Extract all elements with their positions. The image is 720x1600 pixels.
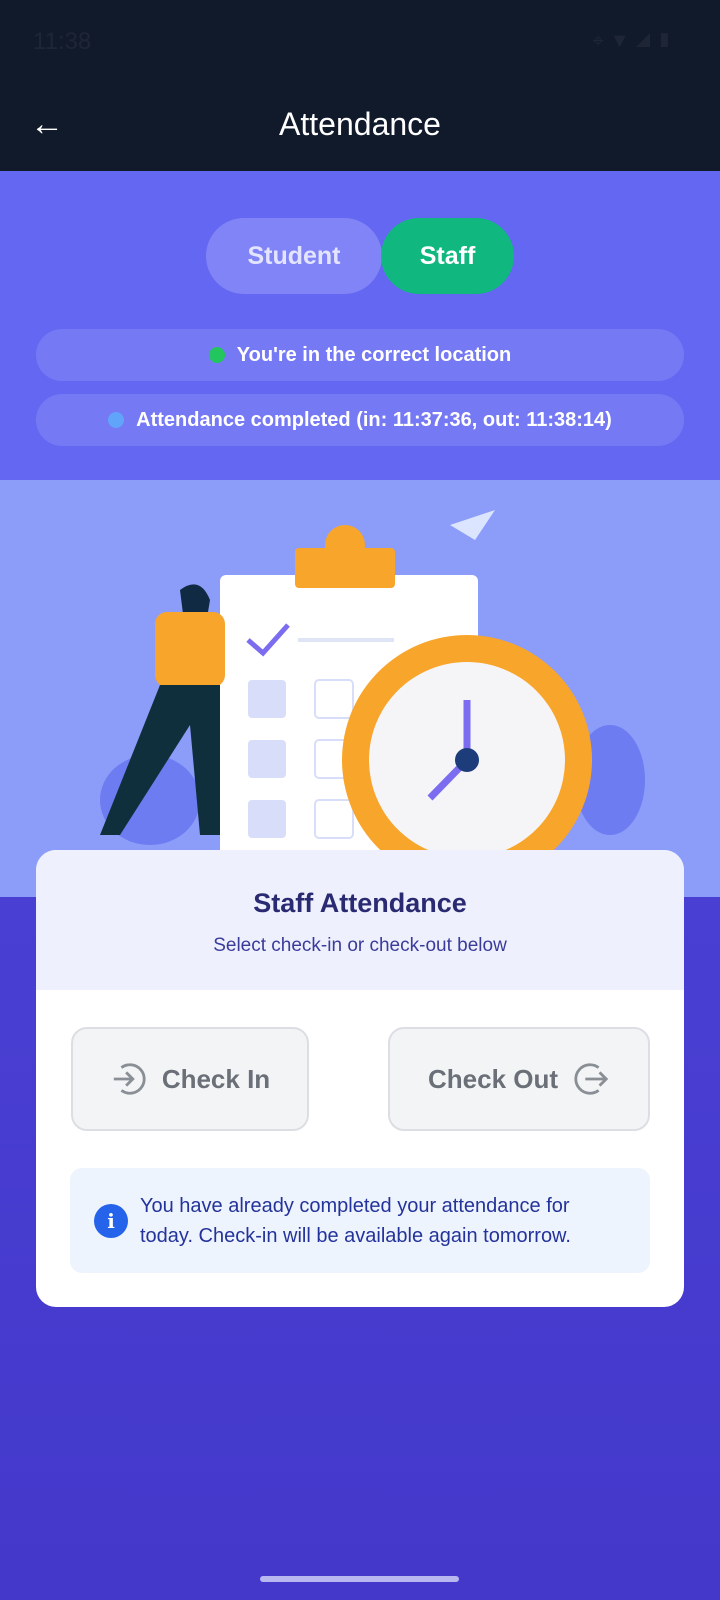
attendance-status-pill: Attendance completed (in: 11:37:36, out:… [36,394,684,446]
staff-attendance-card: Staff Attendance Select check-in or chec… [36,850,684,1307]
card-title: Staff Attendance [253,888,467,918]
tab-staff[interactable]: Staff [381,218,514,294]
location-status-text: You're in the correct location [236,343,512,366]
attendance-illustration [0,480,720,897]
back-button[interactable]: ← [30,104,64,144]
blue-dot-icon [108,412,125,428]
logout-icon [574,1063,609,1095]
green-dot-icon [208,347,225,363]
page-title: Attendance [279,106,441,142]
location-status-pill: You're in the correct location [36,329,684,381]
info-banner: i You have already completed your attend… [70,1168,650,1273]
arrow-left-icon: ← [30,105,64,143]
home-indicator[interactable] [260,1576,459,1582]
card-header: Staff Attendance Select check-in or chec… [36,850,684,990]
status-icons: ⌖▼◢▮ [592,30,678,53]
status-bar [0,0,720,171]
login-icon [113,1063,146,1095]
card-subtitle: Select check-in or check-out below [213,935,507,956]
check-out-label: Check Out [427,1063,559,1094]
location-icon: ⌖ [592,30,610,52]
status-time: 11:38 [33,28,92,55]
check-in-button[interactable]: Check In [71,1027,309,1131]
info-text: You have already completed your attendan… [140,1194,571,1247]
attendance-status-text: Attendance completed (in: 11:37:36, out:… [136,408,612,431]
battery-icon: ▮ [656,30,678,52]
wifi-icon: ▼ [609,30,636,52]
info-icon: i [94,1203,128,1238]
tab-student[interactable]: Student [206,218,382,294]
check-in-label: Check In [161,1063,271,1094]
check-out-button[interactable]: Check Out [388,1027,650,1131]
signal-icon: ◢ [635,30,657,52]
